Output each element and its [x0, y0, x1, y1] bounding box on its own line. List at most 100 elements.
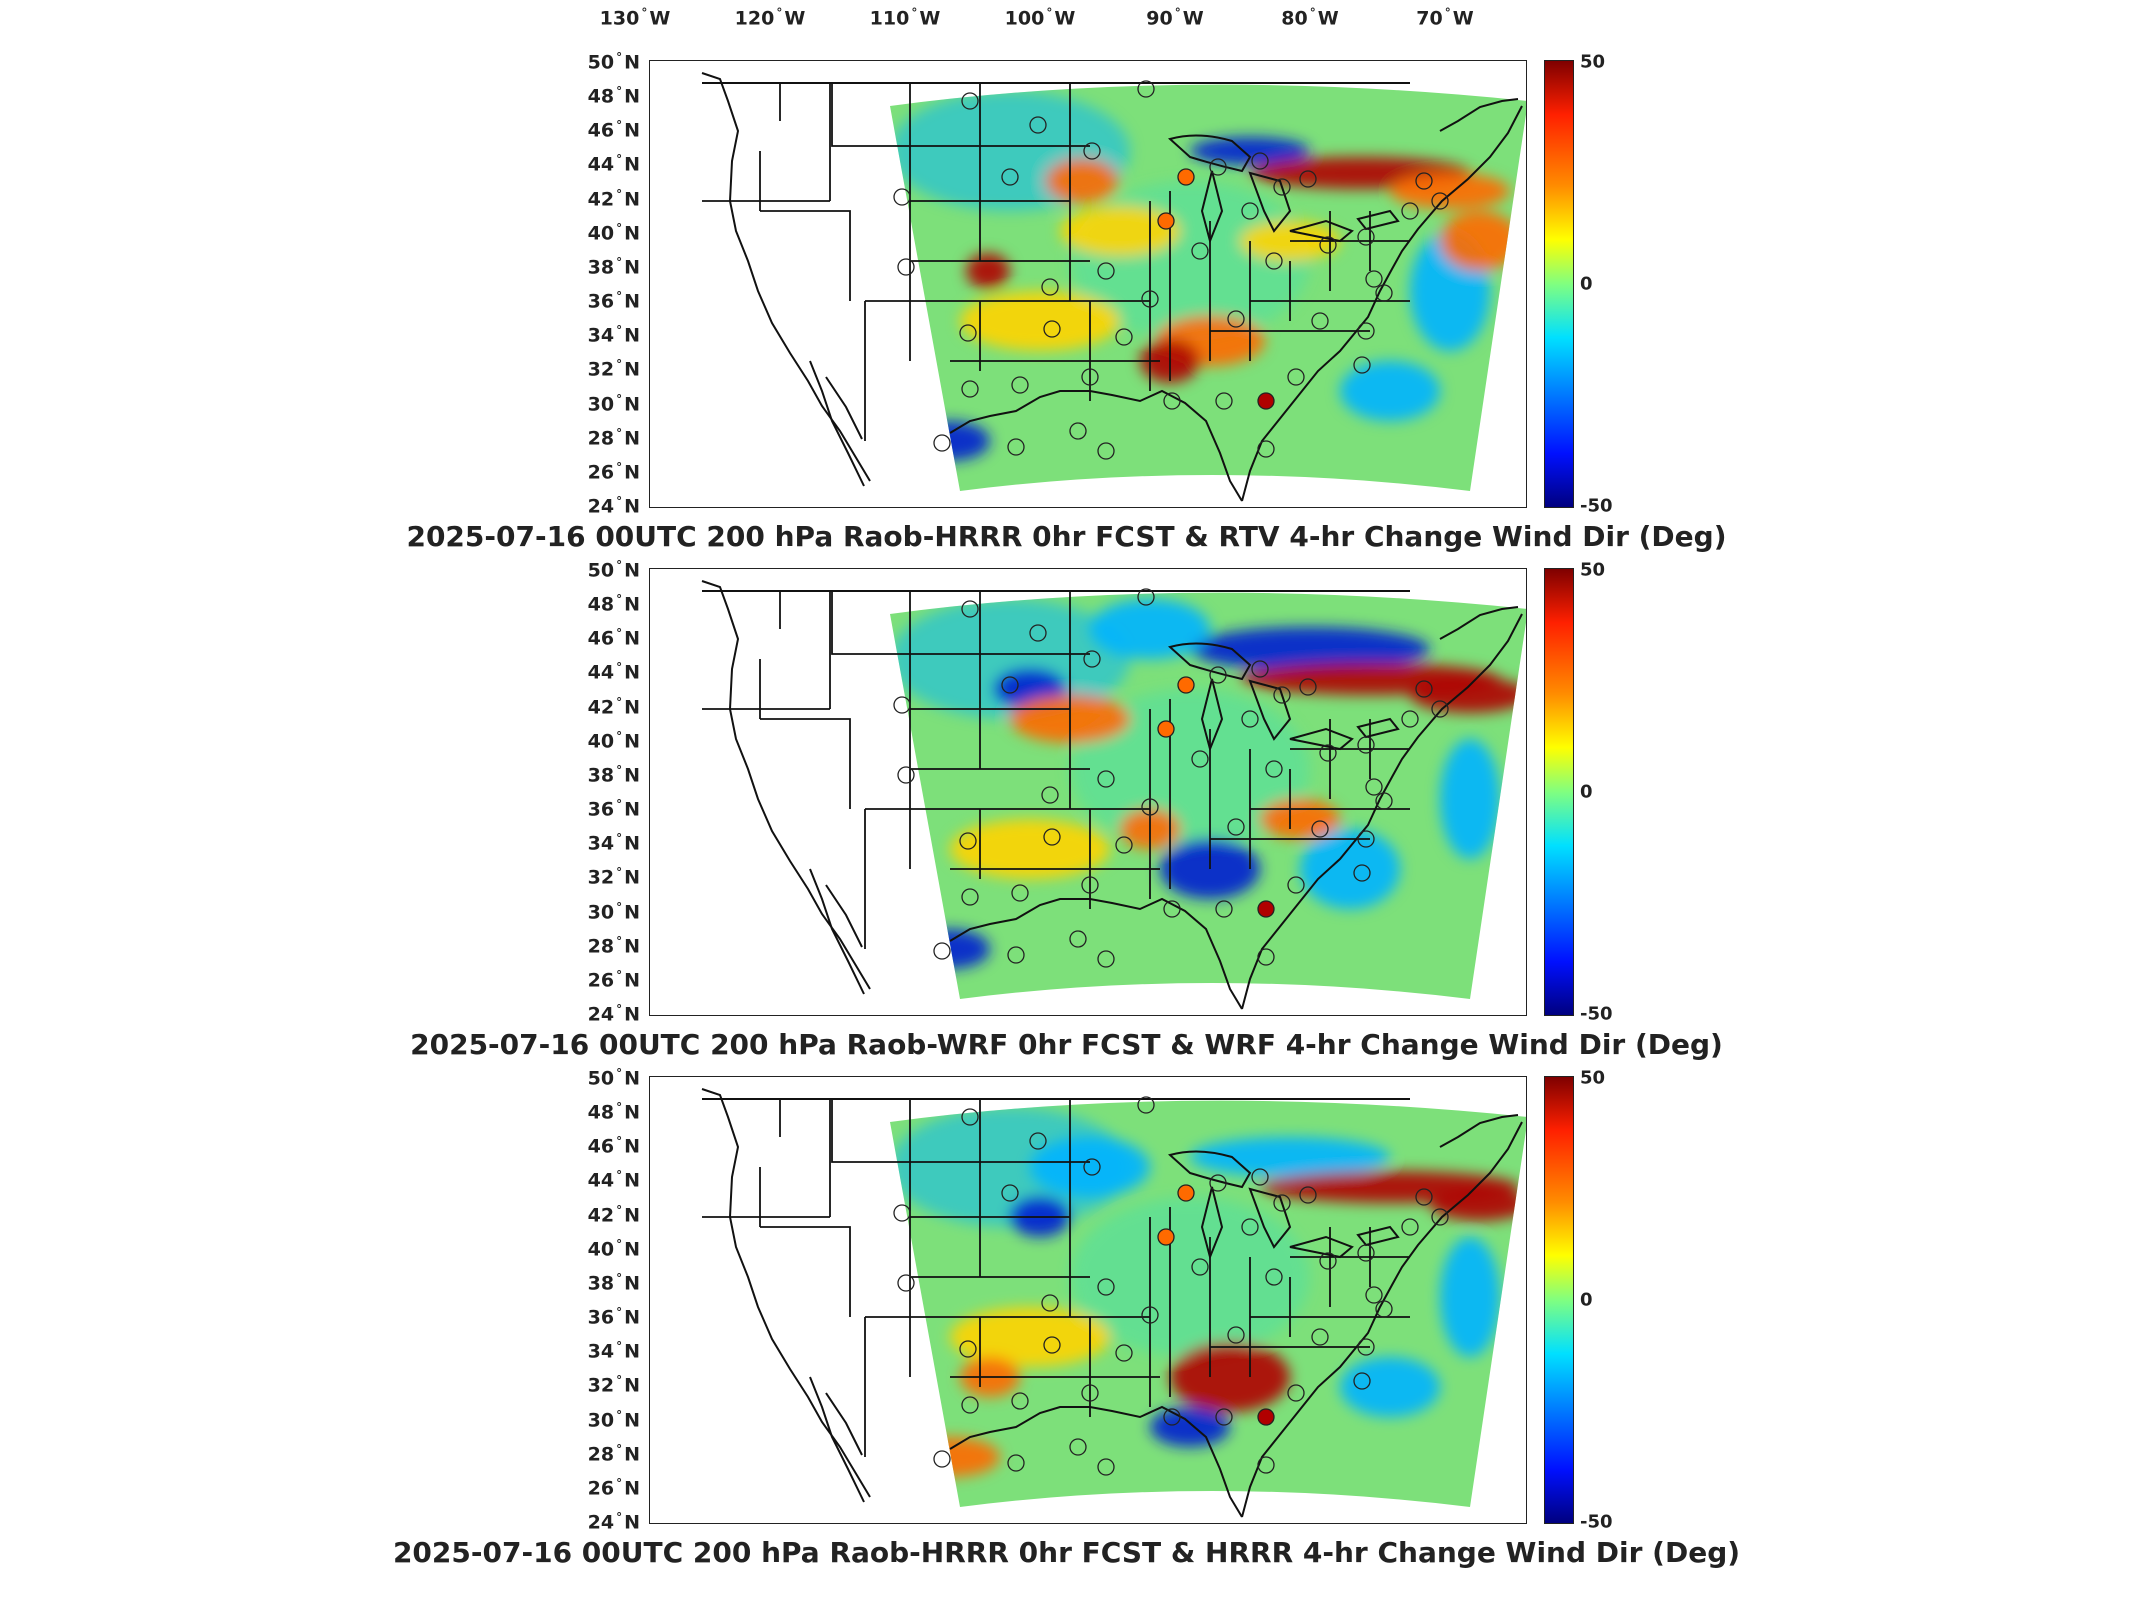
raob-stations: [893, 588, 1449, 968]
raob-station-marker: [1157, 720, 1175, 738]
raob-station-marker: [1177, 676, 1195, 694]
latitude-axis: 50 ° N 48 ° N 46 ° N 44 ° N 42 ° N 40 ° N 38 ° N 36 ° N 34 ° N 32 ° N…: [560, 1066, 640, 1533]
panel-title: 2025-07-16 00UTC 200 hPa Raob-WRF 0hr FC…: [410, 1028, 1723, 1061]
lon-label: 100 ° W: [1004, 6, 1076, 30]
lat-label: 46 ° N: [587, 118, 640, 142]
raob-station-marker: [1001, 1184, 1019, 1202]
raob-station-marker: [897, 766, 915, 784]
raob-station-marker: [1311, 1328, 1329, 1346]
lat-label: 38 ° N: [587, 763, 640, 787]
raob-station-marker: [1251, 660, 1269, 678]
field-blob: [1390, 173, 1510, 209]
raob-station-marker: [1191, 242, 1209, 260]
raob-station-marker: [1157, 212, 1175, 230]
raob-station-marker: [1041, 278, 1059, 296]
lat-label: 36 ° N: [587, 289, 640, 313]
raob-station-marker: [1357, 322, 1375, 340]
raob-station-marker: [959, 324, 977, 342]
raob-station-marker: [1357, 736, 1375, 754]
raob-station-marker: [1029, 116, 1047, 134]
field-blob: [950, 819, 1110, 879]
raob-station-marker: [1319, 1252, 1337, 1270]
raob-station-marker: [1137, 588, 1155, 606]
map-plot-area: [649, 60, 1527, 508]
lat-label: 34 ° N: [587, 831, 640, 855]
lat-label: 46 ° N: [587, 626, 640, 650]
coastline: [701, 72, 871, 482]
raob-station-marker: [1265, 1268, 1283, 1286]
raob-station-marker: [1241, 1218, 1259, 1236]
lat-label: 50 ° N: [587, 558, 640, 582]
raob-station-marker: [1375, 792, 1393, 810]
field-blob: [1300, 829, 1400, 909]
raob-station-marker: [1011, 1392, 1029, 1410]
lat-label: 26 ° N: [587, 1476, 640, 1500]
field-blob: [966, 253, 1010, 289]
raob-station-marker: [1191, 1258, 1209, 1276]
lat-label: 42 ° N: [587, 186, 640, 211]
raob-station-marker: [1157, 1228, 1175, 1246]
lat-label: 24 ° N: [587, 1510, 640, 1534]
field-blob: [1260, 799, 1340, 839]
lat-label: 50 ° N: [587, 1066, 640, 1090]
lat-label: 32 ° N: [587, 1373, 640, 1398]
field-blob: [1170, 1342, 1290, 1412]
raob-station-marker: [1097, 262, 1115, 280]
raob-station-marker: [1029, 624, 1047, 642]
raob-station-marker: [1227, 818, 1245, 836]
raob-station-marker: [961, 1396, 979, 1414]
lat-label: 30 ° N: [587, 391, 640, 416]
raob-station-marker: [1431, 192, 1449, 210]
lat-label: 34 ° N: [587, 1339, 640, 1363]
raob-station-marker: [1163, 1408, 1181, 1426]
lat-label: 36 ° N: [587, 797, 640, 821]
panel-title: 2025-07-16 00UTC 200 hPa Raob-HRRR 0hr F…: [392, 1536, 1741, 1569]
raob-station-marker: [1415, 680, 1433, 698]
lat-label: 38 ° N: [587, 1271, 640, 1295]
raob-station-marker: [1083, 1158, 1101, 1176]
raob-station-marker: [1007, 1454, 1025, 1472]
raob-station-marker: [1353, 864, 1371, 882]
colorbar-max-label: 50: [1580, 51, 1606, 73]
coastline: [949, 1405, 1243, 1518]
raob-station-marker: [1273, 686, 1291, 704]
raob-station-marker: [1115, 836, 1133, 854]
colorbar-min-label: -50: [1580, 495, 1613, 517]
raob-station-marker: [1257, 1456, 1275, 1474]
raob-station-marker: [1001, 676, 1019, 694]
map-panel-1: 50 ° N 48 ° N 46 ° N 44 ° N 42 ° N 40 ° N 38 ° N 36 ° N 34 ° N 32 ° N…: [0, 50, 2133, 560]
lat-label: 24 ° N: [587, 494, 640, 518]
raob-stations: [893, 1096, 1449, 1476]
raob-station-marker: [1029, 1132, 1047, 1150]
field-blob: [1046, 159, 1118, 203]
lon-label: 120 ° W: [734, 6, 806, 30]
lat-label: 40 ° N: [587, 1237, 640, 1261]
coastline: [809, 1376, 865, 1503]
lat-label: 24 ° N: [587, 1002, 640, 1026]
raob-station-marker: [1081, 368, 1099, 386]
raob-station-marker: [1257, 1408, 1275, 1426]
raob-station-marker: [1227, 310, 1245, 328]
colorbar-mid-label: 0: [1580, 1289, 1593, 1311]
raob-station-marker: [1401, 710, 1419, 728]
raob-station-marker: [1311, 820, 1329, 838]
outlines: [701, 580, 1523, 1010]
map-panel-2: 50 ° N 48 ° N 46 ° N 44 ° N 42 ° N 40 ° N 38 ° N 36 ° N 34 ° N 32 ° N…: [0, 558, 2133, 1068]
state-border: [831, 83, 910, 147]
latitude-axis: 50 ° N 48 ° N 46 ° N 44 ° N 42 ° N 40 ° N 38 ° N 36 ° N 34 ° N 32 ° N…: [560, 50, 640, 517]
raob-station-marker: [1287, 1384, 1305, 1402]
raob-station-marker: [1273, 178, 1291, 196]
map-panel-3: 50 ° N 48 ° N 46 ° N 44 ° N 42 ° N 40 ° N 38 ° N 36 ° N 34 ° N 32 ° N…: [0, 1066, 2133, 1596]
raob-station-marker: [1357, 228, 1375, 246]
lat-label: 42 ° N: [587, 1202, 640, 1227]
lat-label: 44 ° N: [587, 660, 640, 685]
field-blob: [1030, 1137, 1150, 1197]
raob-station-marker: [933, 942, 951, 960]
raob-station-marker: [1115, 328, 1133, 346]
raob-station-marker: [1311, 312, 1329, 330]
raob-station-marker: [1001, 168, 1019, 186]
coastline: [949, 897, 1243, 1010]
raob-station-marker: [961, 92, 979, 110]
raob-station-marker: [1097, 1458, 1115, 1476]
raob-station-marker: [1115, 1344, 1133, 1362]
